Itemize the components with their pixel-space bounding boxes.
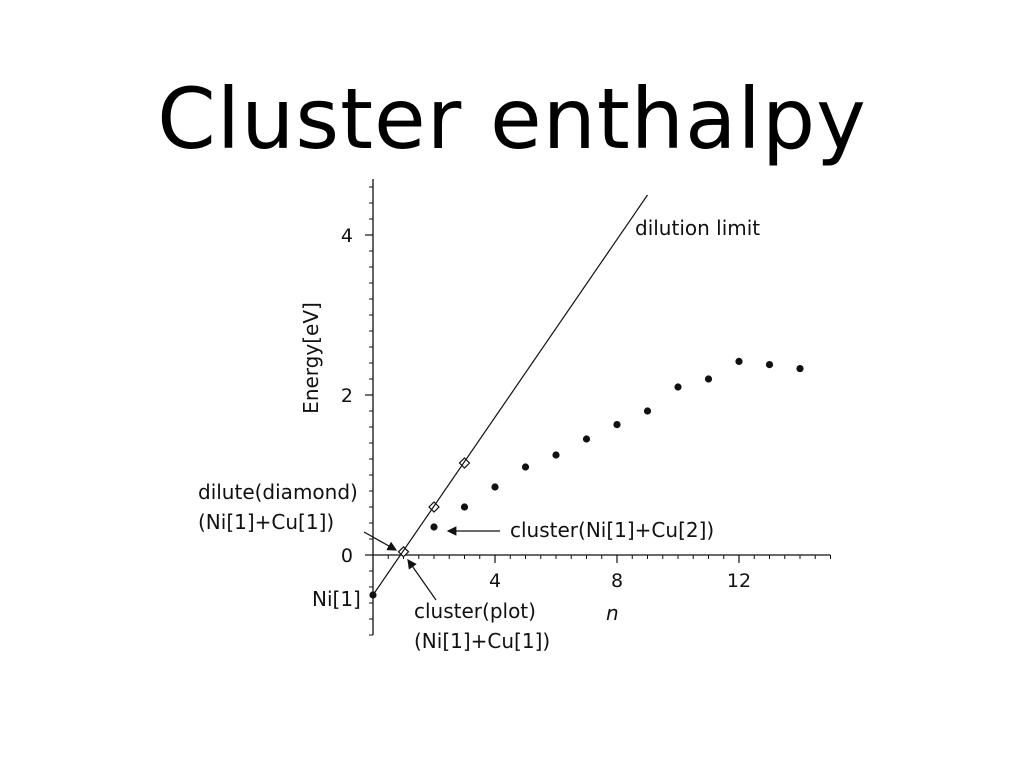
y-tick-label: 2 (341, 385, 353, 407)
cluster-point (735, 357, 743, 365)
cluster-point (582, 435, 591, 443)
cluster-point (704, 375, 713, 383)
cluster-point (796, 365, 804, 373)
y-tick-label: 4 (341, 225, 353, 247)
dilute-species-label: (Ni[1]+Cu[1]) (198, 510, 334, 534)
dilute-arrow (363, 531, 398, 551)
cluster-plot-species-label: (Ni[1]+Cu[1]) (414, 629, 550, 653)
y-axis-label: Energy[eV] (299, 302, 323, 414)
cluster-point (552, 451, 560, 459)
cluster-point (765, 361, 774, 369)
dilution-limit-line (372, 194, 648, 596)
cluster-point (491, 483, 499, 491)
x-tick-label: 8 (611, 570, 623, 592)
cluster-point (643, 407, 652, 415)
cluster-plot-arrow (407, 559, 437, 601)
cluster-point (521, 463, 530, 471)
y-tick-label: 0 (341, 545, 353, 567)
cluster-point (430, 523, 438, 531)
cluster-plot-label: cluster(plot) (414, 599, 536, 623)
dilute-diamond-label: dilute(diamond) (198, 480, 358, 504)
cluster-point (460, 503, 469, 511)
slide-title: Cluster enthalpy (157, 70, 867, 168)
dilution-limit-label: dilution limit (635, 216, 760, 240)
x-tick-label: 12 (727, 570, 751, 592)
x-tick-label: 4 (489, 570, 501, 592)
cluster-point (613, 421, 621, 429)
cluster-ni1cu2-label: cluster(Ni[1]+Cu[2]) (510, 518, 714, 542)
ni1-label: Ni[1] (312, 587, 361, 611)
x-axis-label: n (606, 601, 619, 625)
cluster-point (674, 383, 682, 391)
